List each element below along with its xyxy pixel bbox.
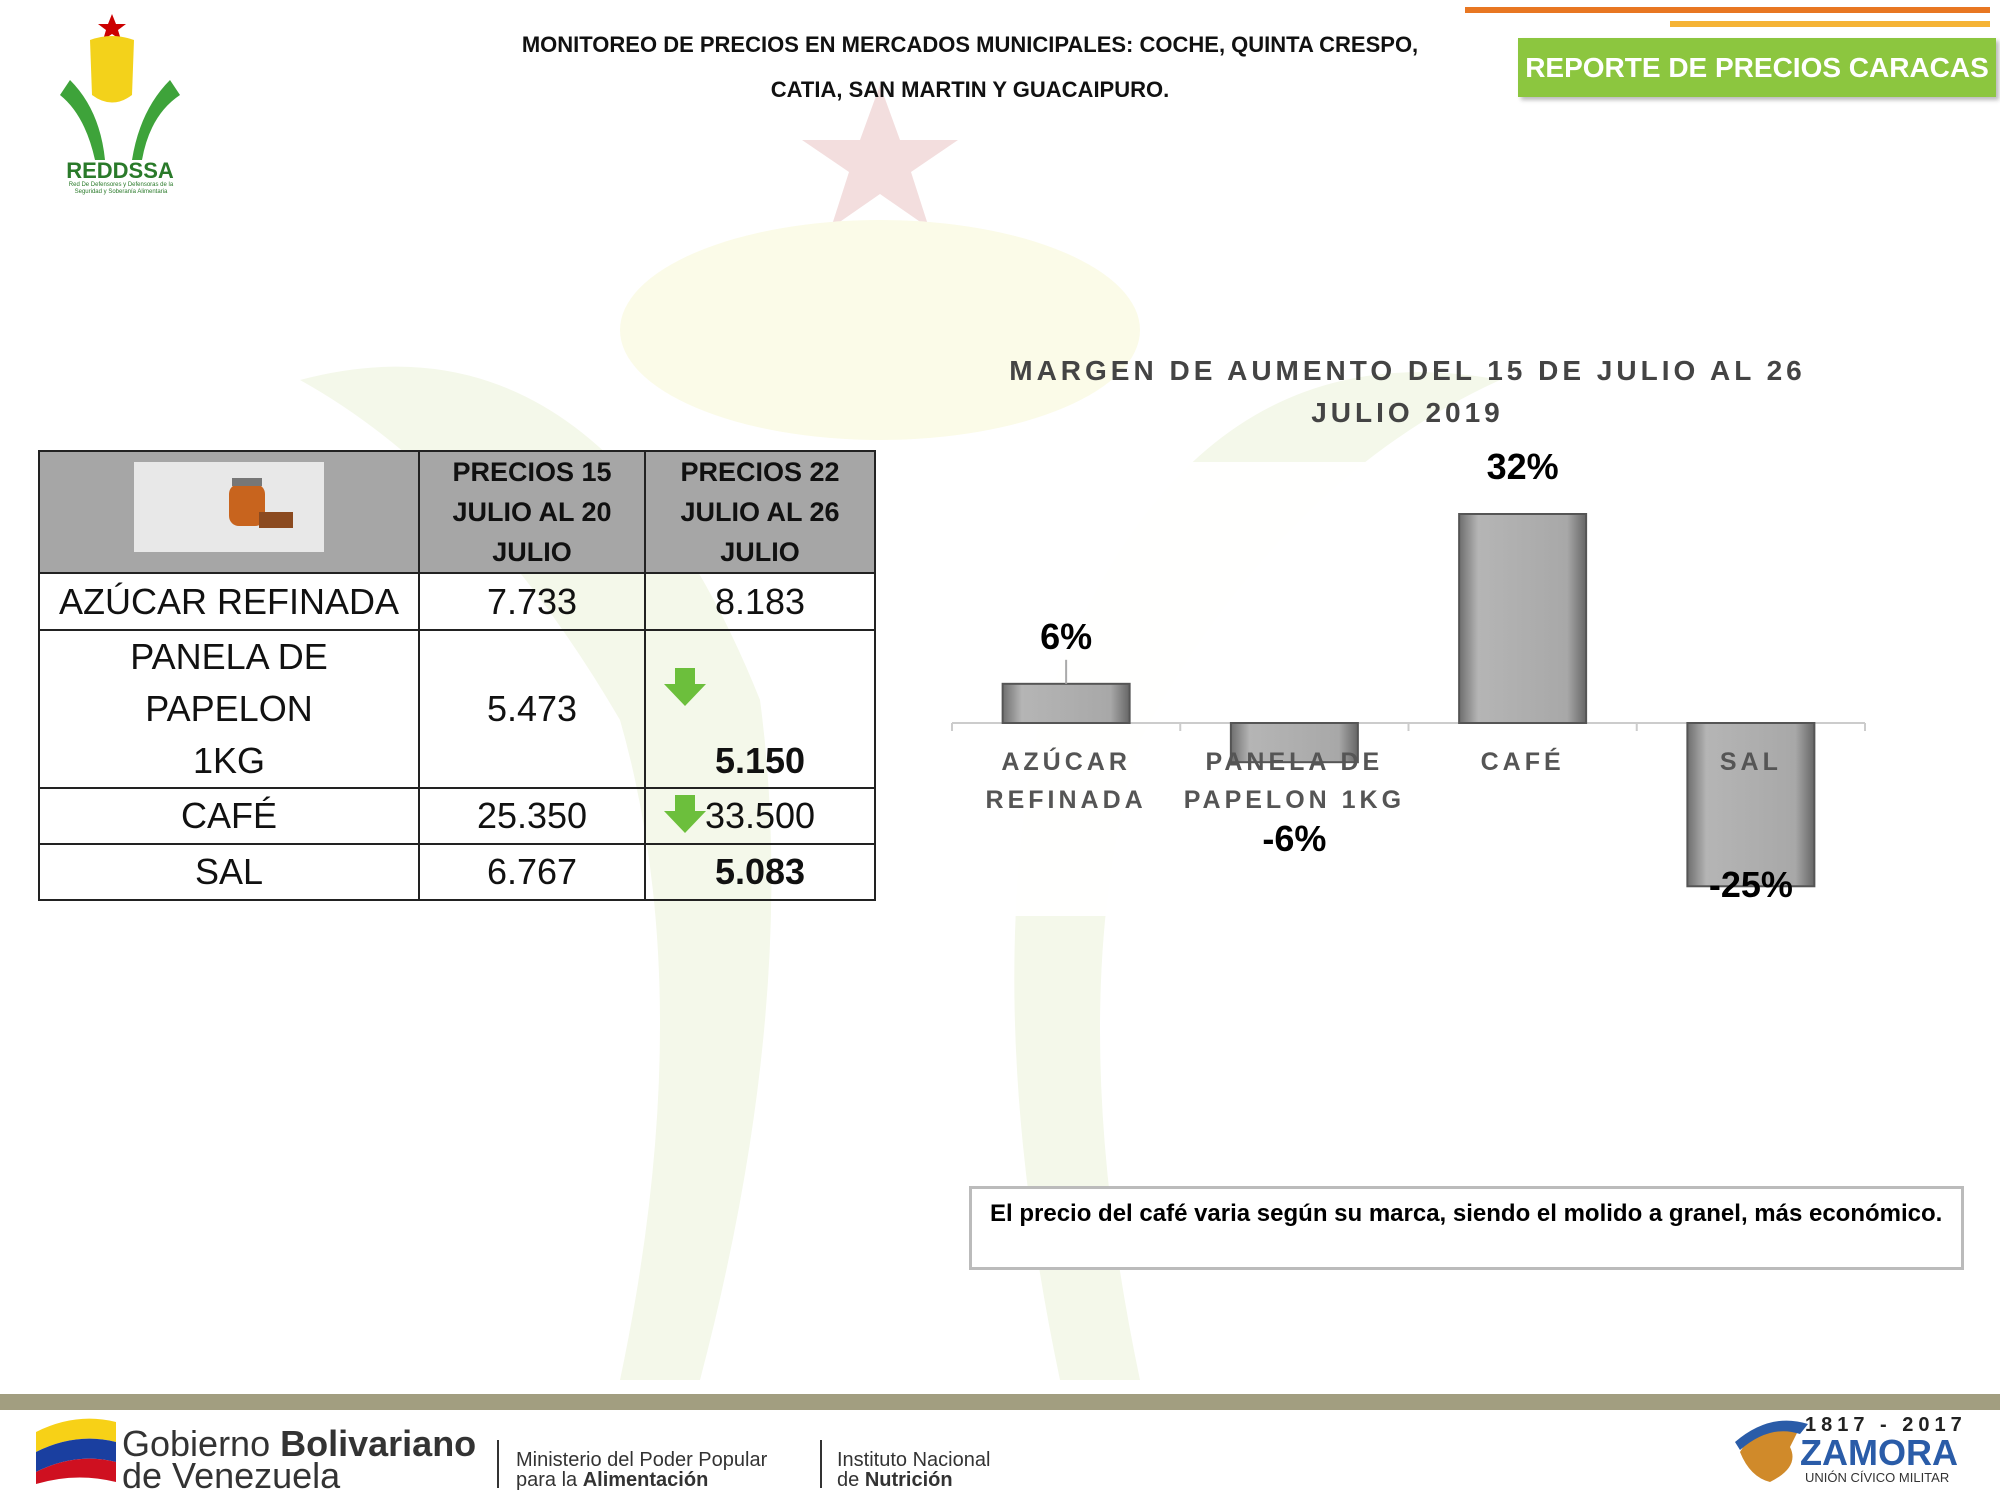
gov-text: Gobierno — [122, 1423, 271, 1464]
flag-yellow — [36, 1418, 116, 1452]
table-body: AZÚCAR REFINADA 7.733 8.183 PANELA DE PAPEL… — [38, 572, 876, 901]
price-cell: 7.733 — [418, 572, 646, 631]
logo-leaves — [60, 80, 180, 160]
value-label: 32% — [1486, 446, 1559, 487]
chart-title: MARGEN DE AUMENTO DEL 15 DE JULIO AL 26 … — [1009, 355, 1806, 428]
note: El precio del café varia según su marca,… — [969, 1186, 1964, 1270]
institute-logo: Instituto Nacional de Nutrición — [837, 1450, 990, 1490]
logo-fist — [90, 36, 134, 103]
price-table: PRECIOS 15 JULIO AL 20 JULIO PRECIOS 22 … — [38, 450, 876, 901]
down-arrow — [664, 668, 706, 706]
ministry-logo: Ministerio del Poder Popular para la Ali… — [516, 1450, 767, 1490]
gov-logo: Gobierno Bolivariano de Venezuela — [122, 1426, 476, 1494]
icon-jar — [229, 483, 265, 526]
ministry-text: Alimentación — [582, 1469, 709, 1491]
divider — [497, 1440, 499, 1488]
footer-bar — [0, 1394, 2000, 1410]
value-label: 6% — [1040, 615, 1093, 657]
watermark-star — [802, 85, 958, 228]
table-header-row: PRECIOS 15 JULIO AL 20 JULIO PRECIOS 22 … — [38, 450, 876, 574]
institute-text: de — [837, 1469, 860, 1491]
zamora-tagline: UNIÓN CÍVICO MILITAR — [1805, 1470, 1950, 1485]
venezuela-flag — [36, 1418, 116, 1484]
table-row: AZÚCAR REFINADA 7.733 8.183 — [38, 572, 876, 631]
price-cell: 5.083 — [644, 843, 876, 901]
zamora-name: ZAMORA — [1800, 1432, 1958, 1473]
item-cell: AZÚCAR REFINADA — [38, 572, 420, 631]
price-cell: 6.767 — [418, 843, 646, 901]
down-arrow-shape — [664, 795, 706, 833]
gov-text: de Venezuela — [122, 1455, 341, 1496]
table-row: PANELA DE PAPELON 1KG 5.473 5.150 — [38, 629, 876, 789]
institute-text: Instituto Nacional — [837, 1449, 991, 1471]
header-cell: PRECIOS 22 JULIO AL 26 JULIO — [644, 450, 876, 574]
bar — [1686, 722, 1816, 888]
logo-name: REDDSSA — [66, 158, 174, 183]
price-cell: 8.183 — [644, 572, 876, 631]
down-arrow — [664, 795, 706, 833]
title-line: MONITOREO DE PRECIOS EN MERCADOS MUNICIP… — [521, 32, 1419, 57]
icon-block — [259, 511, 293, 528]
report-badge: REPORTE DE PRECIOS CARACAS — [1518, 38, 1996, 97]
zamora-hat — [1735, 1420, 1808, 1450]
header-image-cell — [38, 450, 420, 574]
value-label: -6% — [1262, 818, 1327, 859]
category-label: CAFÉ — [1480, 748, 1565, 776]
bar — [1458, 513, 1588, 724]
bar — [1001, 682, 1131, 724]
product-icon — [134, 461, 324, 552]
bar — [1229, 722, 1359, 764]
logo-star — [98, 14, 126, 40]
flag-red — [36, 1458, 116, 1484]
zamora-icon — [1735, 1420, 1808, 1482]
zamora-years: 1817 - 2017 — [1805, 1414, 1967, 1436]
ministry-text: Ministerio del Poder Popular — [516, 1449, 768, 1471]
header-cell: PRECIOS 15 JULIO AL 20 JULIO — [418, 450, 646, 574]
table-row: CAFÉ 25.350 33.500 — [38, 787, 876, 845]
value-label: -25% — [1708, 864, 1793, 906]
page-title: MONITOREO DE PRECIOS EN MERCADOS MUNICIP… — [450, 22, 1490, 112]
gov-text: Bolivariano — [280, 1423, 477, 1464]
category-label: SAL — [1719, 748, 1782, 776]
watermark-fist — [620, 220, 1140, 440]
ministry-text: para la — [516, 1469, 578, 1491]
item-cell: PANELA DE PAPELON 1KG — [38, 629, 420, 789]
title-line: CATIA, SAN MARTIN Y GUACAIPURO. — [770, 77, 1170, 102]
item-cell: SAL — [38, 843, 420, 901]
divider — [820, 1440, 822, 1488]
flag-blue — [36, 1438, 116, 1472]
icon-lid — [232, 477, 262, 486]
category-label: AZÚCAR REFINADA — [985, 748, 1147, 814]
item-cell: CAFÉ — [38, 787, 420, 845]
down-arrow-shape — [664, 668, 706, 706]
price-cell: 25.350 — [418, 787, 646, 845]
table-row: SAL 6.767 5.083 — [38, 843, 876, 901]
price-cell: 5.150 — [644, 629, 876, 789]
category-label: PANELA DE PAPELON 1KG — [1183, 748, 1406, 814]
logo-subtitle: Red De Defensores y Defensoras de la Seg… — [68, 182, 174, 195]
institute-text: Nutrición — [864, 1469, 953, 1491]
price-cell: 5.473 — [418, 629, 646, 789]
